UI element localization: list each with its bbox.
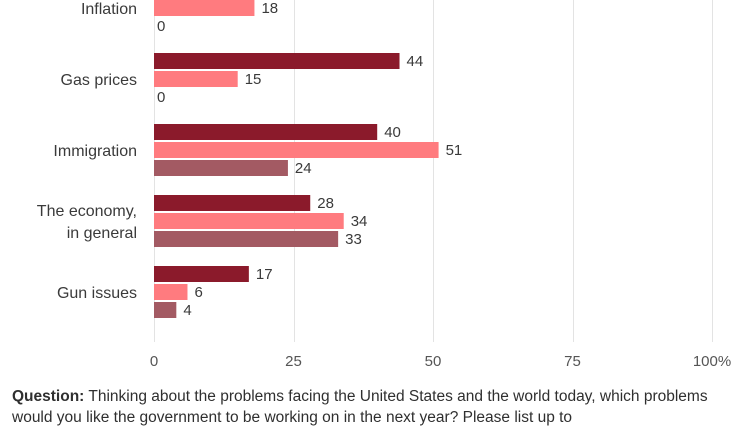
category-label-3-line-1: in general xyxy=(67,225,137,242)
data-label-4-series-2: 4 xyxy=(183,302,191,319)
data-label-1-series-1: 15 xyxy=(245,71,262,88)
data-label-1-series-0: 44 xyxy=(407,53,424,70)
bar-2-series-0 xyxy=(154,124,378,140)
data-label-2-series-0: 40 xyxy=(384,124,401,141)
bar-4-series-1 xyxy=(154,284,188,300)
bar-2-series-2 xyxy=(154,160,288,176)
data-label-2-series-2: 24 xyxy=(295,160,312,177)
data-label-0-series-2: 0 xyxy=(157,18,165,35)
x-tick-label-4: 100% xyxy=(693,353,731,370)
footnote-text: Thinking about the problems facing the U… xyxy=(12,388,708,426)
bar-4-series-0 xyxy=(154,266,249,282)
bar-3-series-0 xyxy=(154,195,311,211)
bar-1-series-1 xyxy=(154,71,238,87)
data-label-3-series-1: 34 xyxy=(351,213,368,230)
x-tick-label-2: 50 xyxy=(425,353,442,370)
category-label-2: Immigration xyxy=(53,143,137,160)
category-label-1: Gas prices xyxy=(61,72,137,89)
x-tick-label-0: 0 xyxy=(150,353,158,370)
data-label-3-series-0: 28 xyxy=(317,195,334,212)
question-footnote: Question: Thinking about the problems fa… xyxy=(12,386,742,428)
category-label-3-line-0: The economy, xyxy=(37,203,137,220)
x-tick-label-1: 25 xyxy=(285,353,302,370)
data-label-4-series-1: 6 xyxy=(194,284,202,301)
bar-1-series-0 xyxy=(154,53,400,69)
data-label-4-series-0: 17 xyxy=(256,266,273,283)
data-label-0-series-1: 18 xyxy=(261,0,278,17)
bar-2-series-1 xyxy=(154,142,439,158)
x-tick-label-3: 75 xyxy=(564,353,581,370)
category-label-0: Inflation xyxy=(81,1,137,18)
footnote-label: Question: xyxy=(12,388,85,405)
bar-4-series-2 xyxy=(154,302,177,318)
data-label-1-series-2: 0 xyxy=(157,89,165,106)
bar-0-series-1 xyxy=(154,0,255,16)
data-label-3-series-2: 33 xyxy=(345,231,362,248)
bar-3-series-1 xyxy=(154,213,344,229)
category-label-4: Gun issues xyxy=(57,285,137,302)
bar-3-series-2 xyxy=(154,231,339,247)
data-label-2-series-1: 51 xyxy=(446,142,463,159)
